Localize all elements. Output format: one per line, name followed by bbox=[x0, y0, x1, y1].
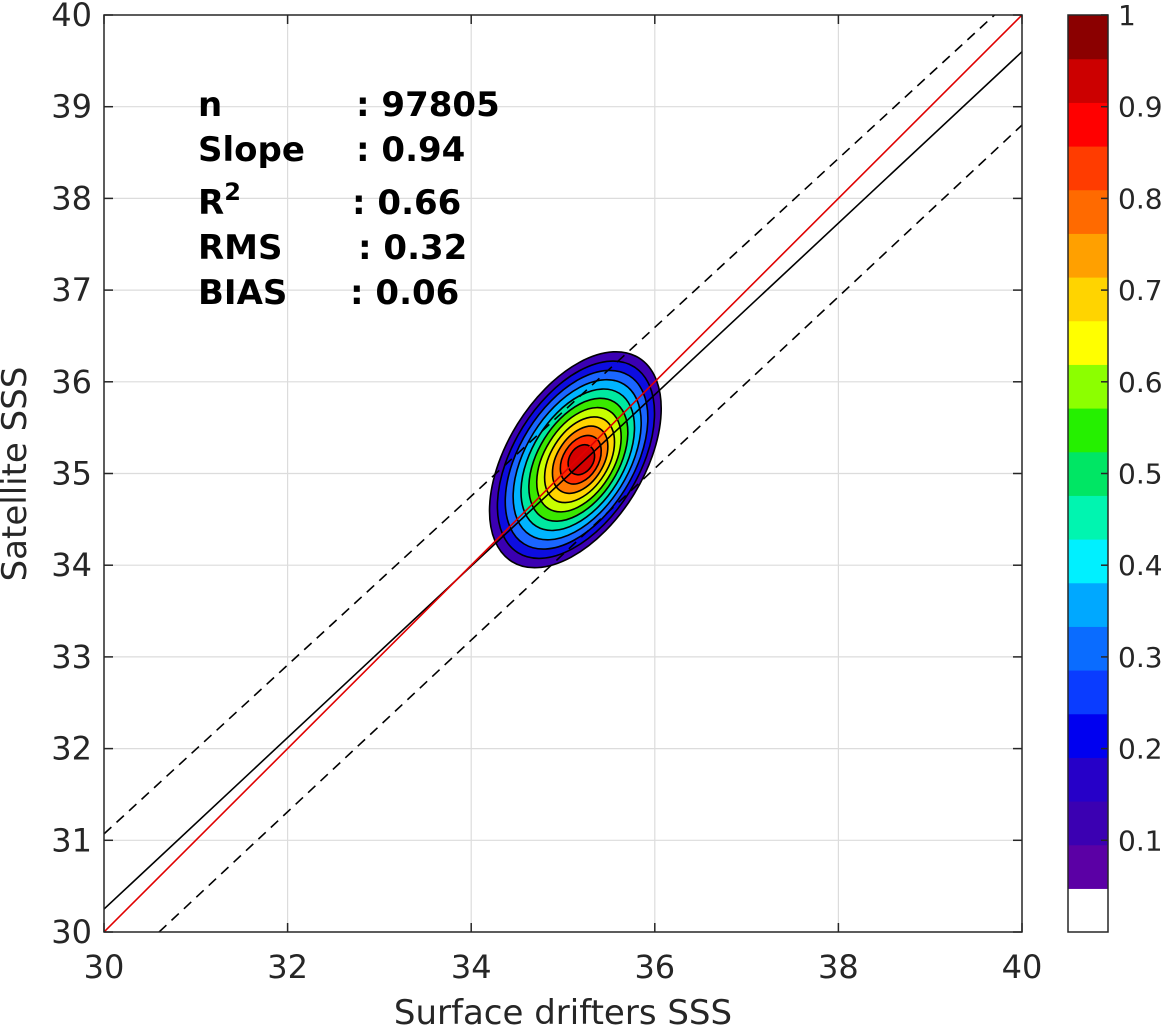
y-tick-label: 34 bbox=[51, 546, 92, 584]
x-tick-label: 32 bbox=[267, 948, 308, 986]
one-to-one-line bbox=[104, 15, 1022, 932]
colorbar: 0.1 0.2 0.3 0.4 0.5 0.6 0.7 0.8 0.9 1 bbox=[1067, 0, 1163, 933]
colorbar-segment bbox=[1068, 582, 1108, 627]
y-axis-label: Satellite SSS bbox=[0, 367, 35, 582]
stat-label-superscript: 2 bbox=[224, 178, 241, 206]
x-axis-label: Surface drifters SSS bbox=[394, 993, 732, 1028]
colorbar-segment bbox=[1068, 495, 1108, 540]
colorbar-segment bbox=[1068, 844, 1108, 889]
stat-label: RMS bbox=[198, 228, 283, 268]
stat-label: BIAS bbox=[198, 273, 287, 313]
colorbar-tick-label: 0.2 bbox=[1118, 733, 1163, 766]
stat-value: : 0.32 bbox=[358, 228, 467, 268]
colorbar-segment bbox=[1068, 801, 1108, 846]
stat-value: : 0.94 bbox=[356, 130, 465, 170]
stat-value: : 97805 bbox=[356, 85, 500, 125]
colorbar-segment bbox=[1068, 626, 1108, 671]
y-tick-label: 30 bbox=[51, 913, 92, 951]
colorbar-tick-label: 0.5 bbox=[1118, 458, 1163, 491]
stat-label: Slope bbox=[198, 130, 305, 170]
upper-bound-line bbox=[104, 15, 996, 835]
colorbar-tick-label: 0.6 bbox=[1118, 366, 1163, 399]
colorbar-segment bbox=[1068, 320, 1108, 365]
colorbar-segment bbox=[1068, 146, 1108, 191]
y-tick-label: 31 bbox=[51, 821, 92, 859]
x-tick-label: 38 bbox=[818, 948, 859, 986]
stat-label: n bbox=[198, 85, 222, 125]
colorbar-segment bbox=[1068, 888, 1108, 933]
colorbar-segment bbox=[1068, 189, 1108, 234]
colorbar-segment bbox=[1068, 539, 1108, 584]
x-tick-label: 34 bbox=[451, 948, 492, 986]
colorbar-segment bbox=[1068, 58, 1108, 103]
colorbar-segment bbox=[1068, 233, 1108, 278]
colorbar-segment bbox=[1068, 713, 1108, 758]
colorbar-segment bbox=[1068, 277, 1108, 322]
lower-bound-line bbox=[158, 124, 1022, 932]
stat-value: : 0.66 bbox=[352, 183, 461, 223]
y-tick-label: 40 bbox=[51, 0, 92, 34]
axis-ticks: 30 32 34 36 38 40 30 31 32 33 34 35 36 37 38 39 40 bbox=[51, 0, 1042, 986]
y-tick-label: 38 bbox=[51, 179, 92, 217]
colorbar-tick-label: 0.8 bbox=[1118, 182, 1163, 215]
colorbar-segment bbox=[1068, 102, 1108, 147]
y-tick-label: 35 bbox=[51, 455, 92, 493]
y-tick-label: 36 bbox=[51, 363, 92, 401]
density-contours bbox=[488, 350, 663, 569]
stat-value: : 0.06 bbox=[350, 273, 459, 313]
colorbar-segment bbox=[1068, 757, 1108, 802]
colorbar-tick-label: 0.4 bbox=[1118, 549, 1163, 582]
colorbar-segment bbox=[1068, 408, 1108, 453]
x-tick-label: 40 bbox=[1002, 948, 1043, 986]
y-tick-label: 32 bbox=[51, 730, 92, 768]
colorbar-tick-label: 0.3 bbox=[1118, 641, 1163, 674]
colorbar-segment bbox=[1068, 15, 1108, 60]
colorbar-tick-label: 0.1 bbox=[1118, 824, 1163, 857]
y-tick-label: 37 bbox=[51, 271, 92, 309]
y-tick-label: 39 bbox=[51, 88, 92, 126]
fit-line bbox=[104, 51, 1022, 910]
colorbar-tick-label: 0.9 bbox=[1118, 91, 1163, 124]
reference-lines bbox=[104, 15, 1022, 932]
colorbar-segment bbox=[1068, 364, 1108, 409]
x-tick-label: 36 bbox=[634, 948, 675, 986]
colorbar-segment bbox=[1068, 670, 1108, 715]
colorbar-tick-label: 0.7 bbox=[1118, 274, 1163, 307]
colorbar-tick-label: 1 bbox=[1118, 0, 1136, 32]
x-tick-label: 30 bbox=[84, 948, 125, 986]
y-tick-label: 33 bbox=[51, 638, 92, 676]
